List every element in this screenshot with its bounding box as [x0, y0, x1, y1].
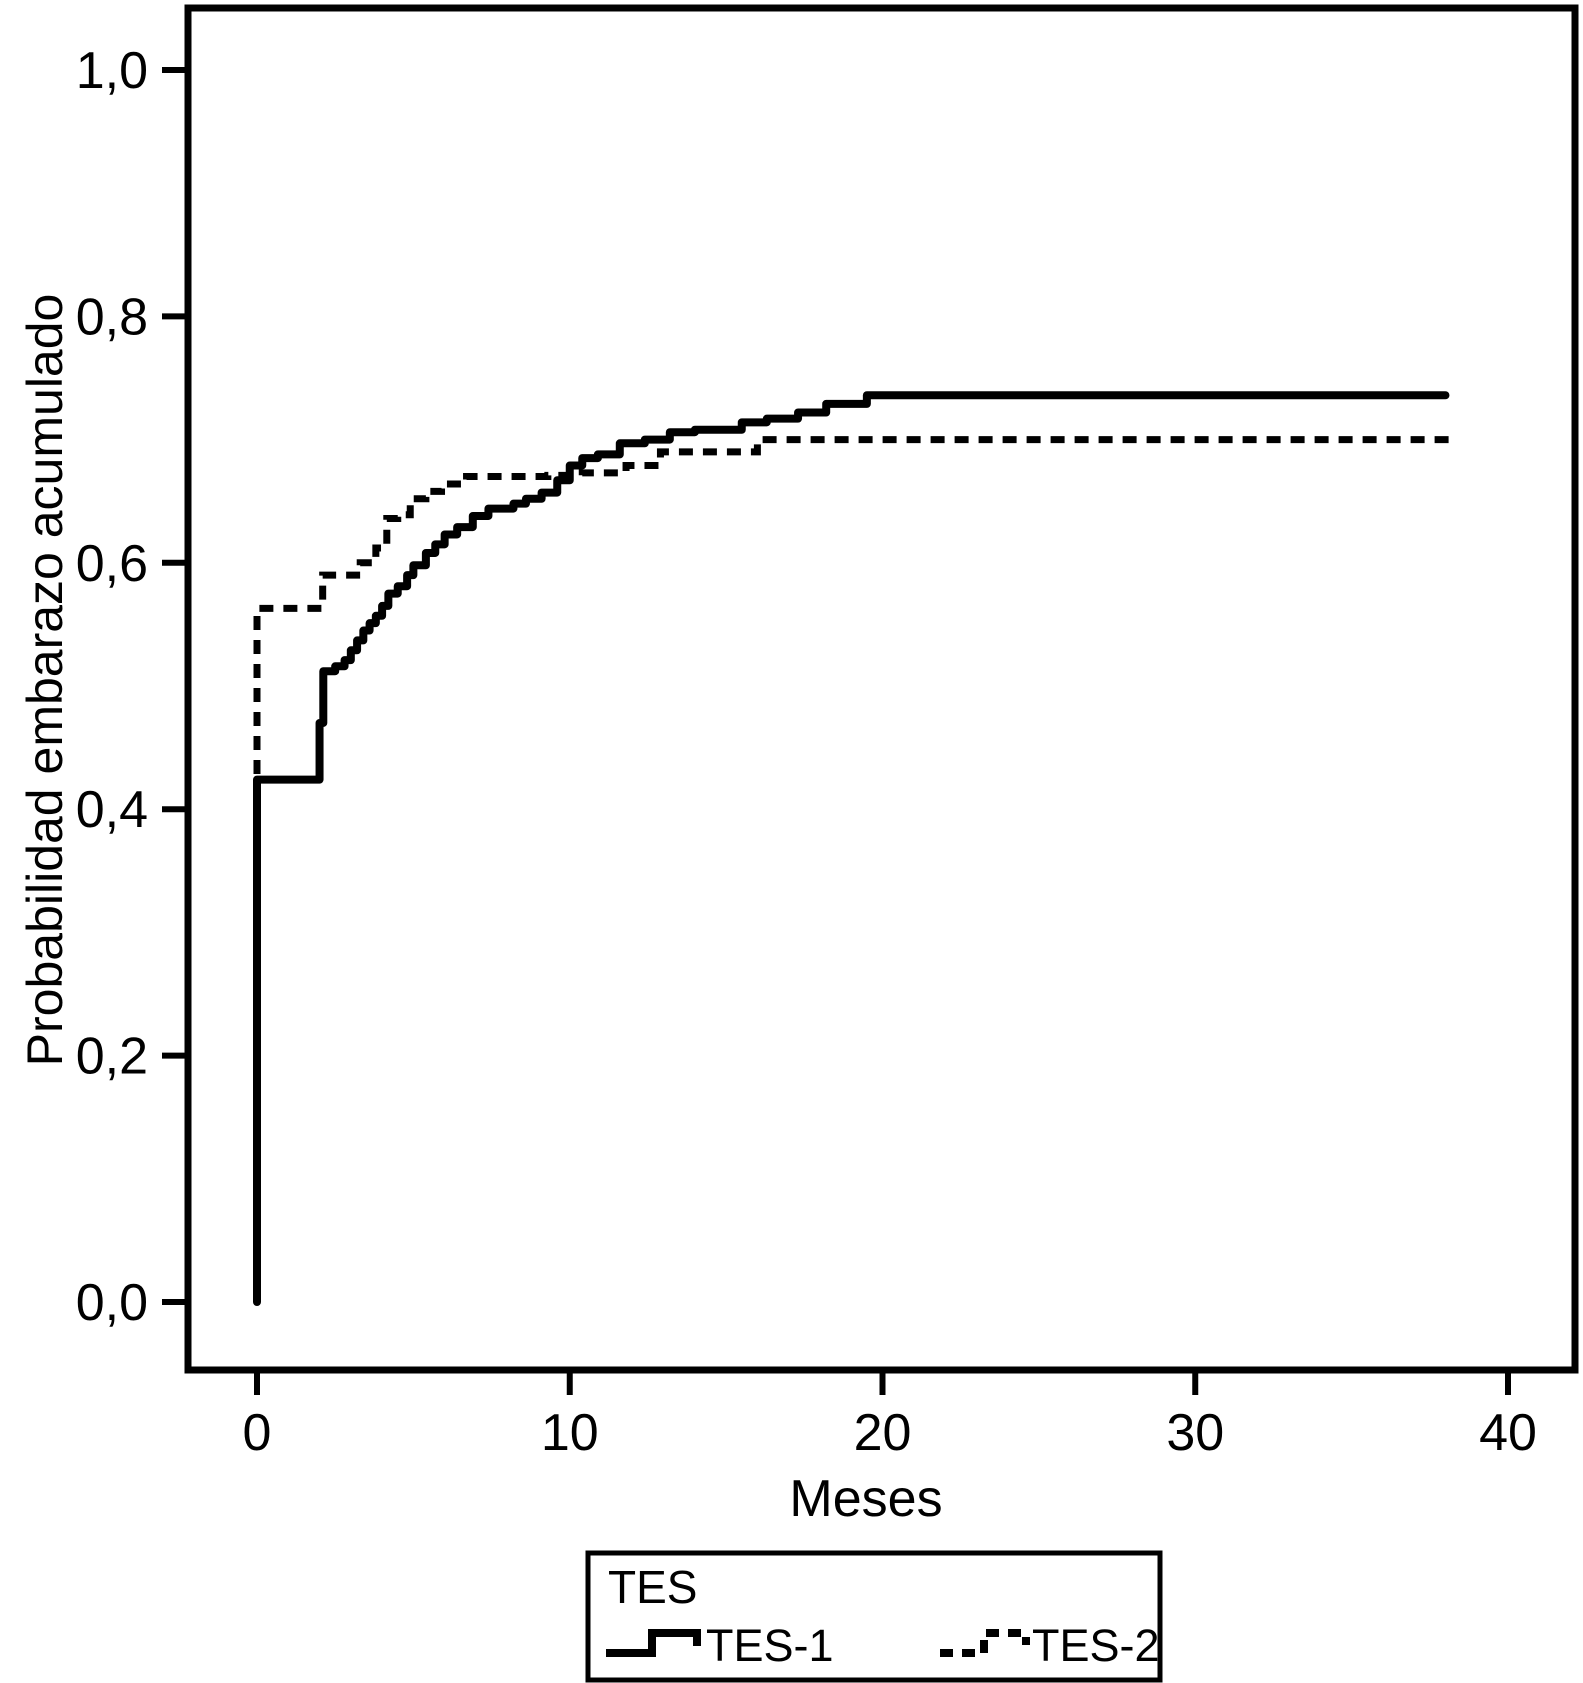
curve-tes-1 — [253, 391, 1450, 1306]
legend-border — [585, 1550, 1163, 1683]
x-tick-label: 0 — [243, 1404, 272, 1462]
legend-solid-line-icon — [606, 1629, 701, 1657]
x-tick-label: 20 — [854, 1404, 912, 1462]
series-group — [253, 391, 1458, 1306]
legend: TES TES-1 TES-2 — [585, 1550, 1163, 1683]
legend-dashed-line-icon — [940, 1629, 1030, 1657]
legend-label-tes1: TES-1 — [706, 1620, 834, 1671]
legend-title: TES — [608, 1561, 697, 1613]
curve-tes-2 — [253, 436, 1458, 1302]
y-tick-label: 0,6 — [76, 535, 148, 593]
y-axis-title: Probabilidad embarazo acumulado — [17, 294, 73, 1067]
x-tick-label: 30 — [1166, 1404, 1224, 1462]
plot-border — [184, 4, 1579, 1374]
x-axis-ticks: 0 10 20 30 40 — [243, 1371, 1537, 1462]
y-tick-label: 1,0 — [76, 42, 148, 100]
x-tick-label: 10 — [541, 1404, 599, 1462]
y-axis-ticks: 0,0 0,2 0,4 0,6 0,8 1,0 — [76, 42, 187, 1332]
y-tick-label: 0,4 — [76, 781, 148, 839]
y-tick-label: 0,8 — [76, 288, 148, 346]
y-tick-label: 0,2 — [76, 1028, 148, 1086]
y-tick-label: 0,0 — [76, 1274, 148, 1332]
x-tick-label: 40 — [1479, 1404, 1537, 1462]
x-axis-title: Meses — [789, 1470, 942, 1528]
legend-label-tes2: TES-2 — [1032, 1620, 1160, 1671]
